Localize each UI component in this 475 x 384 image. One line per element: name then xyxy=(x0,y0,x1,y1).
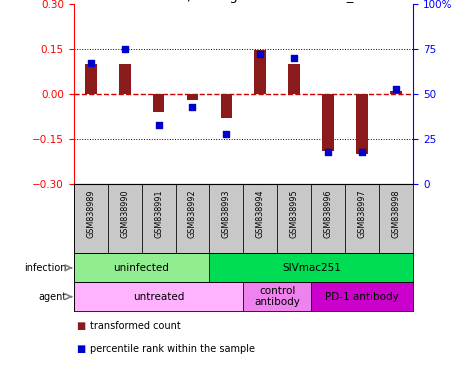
Text: GSM838993: GSM838993 xyxy=(222,190,231,238)
Text: GSM838992: GSM838992 xyxy=(188,190,197,238)
Text: GSM838995: GSM838995 xyxy=(290,190,299,238)
Bar xyxy=(142,184,176,253)
Bar xyxy=(74,184,107,253)
Text: control
antibody: control antibody xyxy=(255,286,300,308)
Point xyxy=(121,46,128,52)
Point xyxy=(189,104,196,110)
Bar xyxy=(243,184,277,253)
Bar xyxy=(119,64,131,94)
Bar xyxy=(323,94,334,151)
Point xyxy=(87,60,95,66)
Bar xyxy=(255,50,266,94)
Text: PD-1 antibody: PD-1 antibody xyxy=(325,291,399,302)
Point xyxy=(359,149,366,155)
Bar xyxy=(209,184,243,253)
Bar xyxy=(152,94,164,112)
Text: GSM838998: GSM838998 xyxy=(392,190,401,238)
Point xyxy=(291,55,298,61)
Point xyxy=(155,122,162,128)
Text: infection: infection xyxy=(24,263,67,273)
Text: ■: ■ xyxy=(76,321,85,331)
Bar xyxy=(74,282,243,311)
Bar xyxy=(312,184,345,253)
Bar xyxy=(312,282,413,311)
Text: agent: agent xyxy=(38,291,67,302)
Bar xyxy=(345,184,379,253)
Text: untreated: untreated xyxy=(133,291,184,302)
Bar xyxy=(390,91,402,94)
Text: SIVmac251: SIVmac251 xyxy=(282,263,341,273)
Point xyxy=(392,86,400,92)
Text: percentile rank within the sample: percentile rank within the sample xyxy=(90,344,255,354)
Bar xyxy=(379,184,413,253)
Point xyxy=(324,149,332,155)
Bar xyxy=(220,94,232,118)
Text: uninfected: uninfected xyxy=(114,263,170,273)
Text: ■: ■ xyxy=(76,344,85,354)
Bar xyxy=(74,253,209,282)
Point xyxy=(223,131,230,137)
Bar xyxy=(209,253,413,282)
Bar xyxy=(356,94,368,154)
Bar xyxy=(187,94,199,100)
Bar xyxy=(107,184,142,253)
Bar xyxy=(277,184,311,253)
Text: GSM838990: GSM838990 xyxy=(120,190,129,238)
Text: GSM838996: GSM838996 xyxy=(324,190,333,238)
Bar xyxy=(243,282,312,311)
Title: GDS4235 / MmugDNA.13927.1.S1_at: GDS4235 / MmugDNA.13927.1.S1_at xyxy=(121,0,366,3)
Text: GSM838994: GSM838994 xyxy=(256,190,265,238)
Bar xyxy=(176,184,209,253)
Bar xyxy=(288,64,300,94)
Text: GSM838997: GSM838997 xyxy=(358,190,367,238)
Point xyxy=(256,51,264,58)
Text: GSM838991: GSM838991 xyxy=(154,190,163,238)
Bar xyxy=(85,64,96,94)
Text: GSM838989: GSM838989 xyxy=(86,190,95,238)
Text: transformed count: transformed count xyxy=(90,321,181,331)
